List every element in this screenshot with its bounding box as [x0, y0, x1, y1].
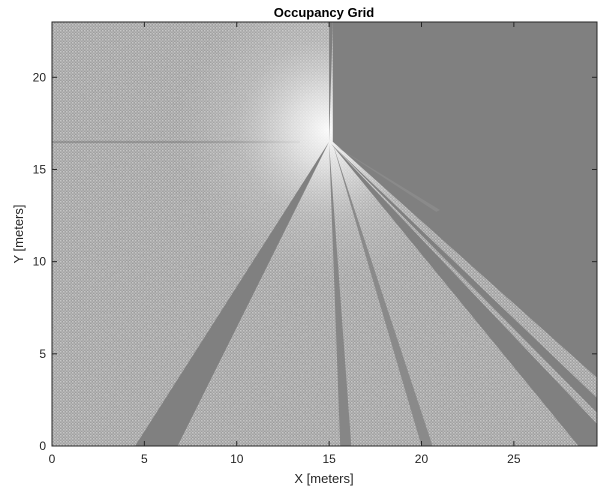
- unknown-region-7: [332, 143, 433, 446]
- y-tick-label: 0: [39, 439, 46, 453]
- y-tick-label: 20: [33, 70, 47, 84]
- y-tick-label: 5: [39, 347, 46, 361]
- y-tick-label: 10: [33, 255, 47, 269]
- x-tick-label: 25: [507, 452, 521, 466]
- unknown-region-6: [329, 143, 352, 446]
- unknown-region-5: [331, 143, 597, 446]
- unknown-region-8: [334, 145, 440, 212]
- x-tick-label: 5: [141, 452, 148, 466]
- x-tick-label: 10: [230, 452, 244, 466]
- x-tick-label: 15: [322, 452, 336, 466]
- x-axis: 0 5 10 15 20 25: [49, 22, 521, 466]
- y-axis-label: Y [meters]: [11, 204, 26, 263]
- axes-frame: [51, 21, 598, 447]
- chart-title: Occupancy Grid: [274, 5, 374, 20]
- unknown-region-1: [332, 22, 597, 378]
- x-tick-label: 0: [49, 452, 56, 466]
- unknown-region-3: [329, 22, 333, 142]
- x-tick-label: 20: [415, 452, 429, 466]
- y-axis: 0 5 10 15 20: [33, 70, 597, 453]
- y-tick-label: 15: [33, 162, 47, 176]
- occupancy-map: [52, 22, 597, 446]
- unknown-region-2: [135, 141, 330, 446]
- x-axis-label: X [meters]: [294, 471, 353, 486]
- unknown-region-4: [331, 143, 597, 413]
- unknown-regions: [135, 22, 597, 446]
